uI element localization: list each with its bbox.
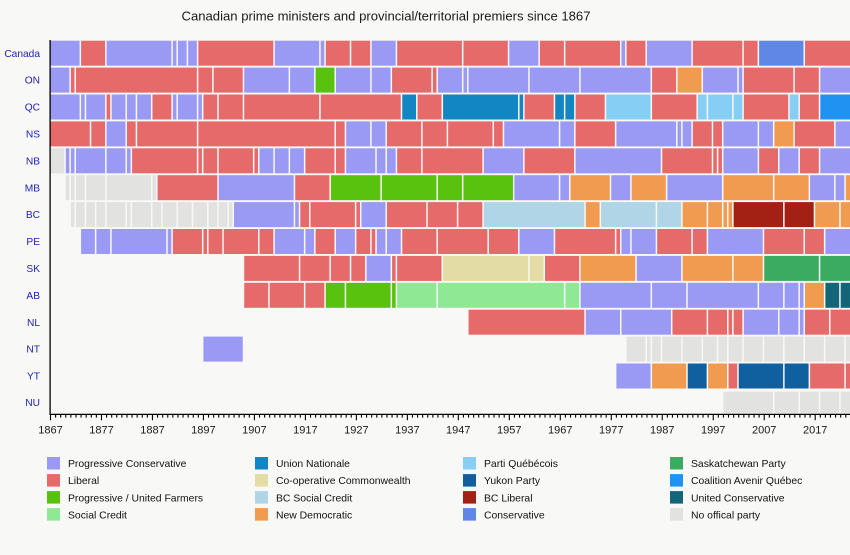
svg-text:2007: 2007 (752, 425, 776, 437)
svg-text:QC: QC (25, 103, 40, 114)
svg-text:Liberal: Liberal (68, 476, 99, 487)
svg-text:1947: 1947 (446, 425, 470, 437)
svg-text:Parti Québécois: Parti Québécois (484, 459, 558, 470)
svg-text:Progressive Conservative: Progressive Conservative (68, 459, 187, 470)
svg-text:2017: 2017 (803, 425, 827, 437)
svg-text:Yukon Party: Yukon Party (484, 476, 541, 487)
svg-text:Progressive / United Farmers: Progressive / United Farmers (68, 493, 203, 504)
svg-text:Saskatchewan Party: Saskatchewan Party (691, 459, 787, 470)
svg-text:Coalition Avenir Québec: Coalition Avenir Québec (691, 476, 802, 487)
svg-text:1867: 1867 (38, 425, 62, 437)
svg-text:Co-operative Commonwealth: Co-operative Commonwealth (276, 476, 411, 487)
svg-text:Conservative: Conservative (484, 510, 545, 521)
svg-text:PE: PE (26, 237, 40, 248)
svg-text:BC Liberal: BC Liberal (484, 493, 533, 504)
svg-text:United Conservative: United Conservative (691, 493, 785, 504)
svg-text:1987: 1987 (650, 425, 674, 437)
svg-text:NT: NT (26, 345, 40, 356)
svg-text:NS: NS (26, 130, 40, 141)
svg-text:1887: 1887 (140, 425, 164, 437)
svg-text:1997: 1997 (701, 425, 725, 437)
svg-text:NL: NL (27, 318, 40, 329)
svg-text:Canada: Canada (4, 49, 40, 60)
svg-text:1877: 1877 (89, 425, 113, 437)
svg-text:No offical party: No offical party (691, 510, 761, 521)
svg-text:YT: YT (27, 372, 40, 383)
svg-text:1927: 1927 (344, 425, 368, 437)
svg-text:1937: 1937 (395, 425, 419, 437)
svg-text:Canadian prime ministers and p: Canadian prime ministers and provincial/… (182, 9, 591, 24)
svg-text:Union Nationale: Union Nationale (276, 459, 350, 470)
svg-text:1977: 1977 (599, 425, 623, 437)
svg-text:AB: AB (26, 291, 40, 302)
svg-text:1917: 1917 (293, 425, 317, 437)
svg-text:1967: 1967 (548, 425, 572, 437)
svg-text:NU: NU (25, 398, 40, 409)
svg-text:1897: 1897 (191, 425, 215, 437)
svg-text:BC: BC (26, 210, 40, 221)
svg-text:1957: 1957 (497, 425, 521, 437)
svg-text:ON: ON (25, 76, 40, 87)
svg-text:New Democratic: New Democratic (276, 510, 352, 521)
svg-text:SK: SK (26, 264, 40, 275)
svg-text:BC Social Credit: BC Social Credit (276, 493, 352, 504)
svg-text:Social Credit: Social Credit (68, 510, 127, 521)
svg-text:MB: MB (25, 183, 40, 194)
svg-text:NB: NB (26, 156, 40, 167)
svg-text:1907: 1907 (242, 425, 266, 437)
